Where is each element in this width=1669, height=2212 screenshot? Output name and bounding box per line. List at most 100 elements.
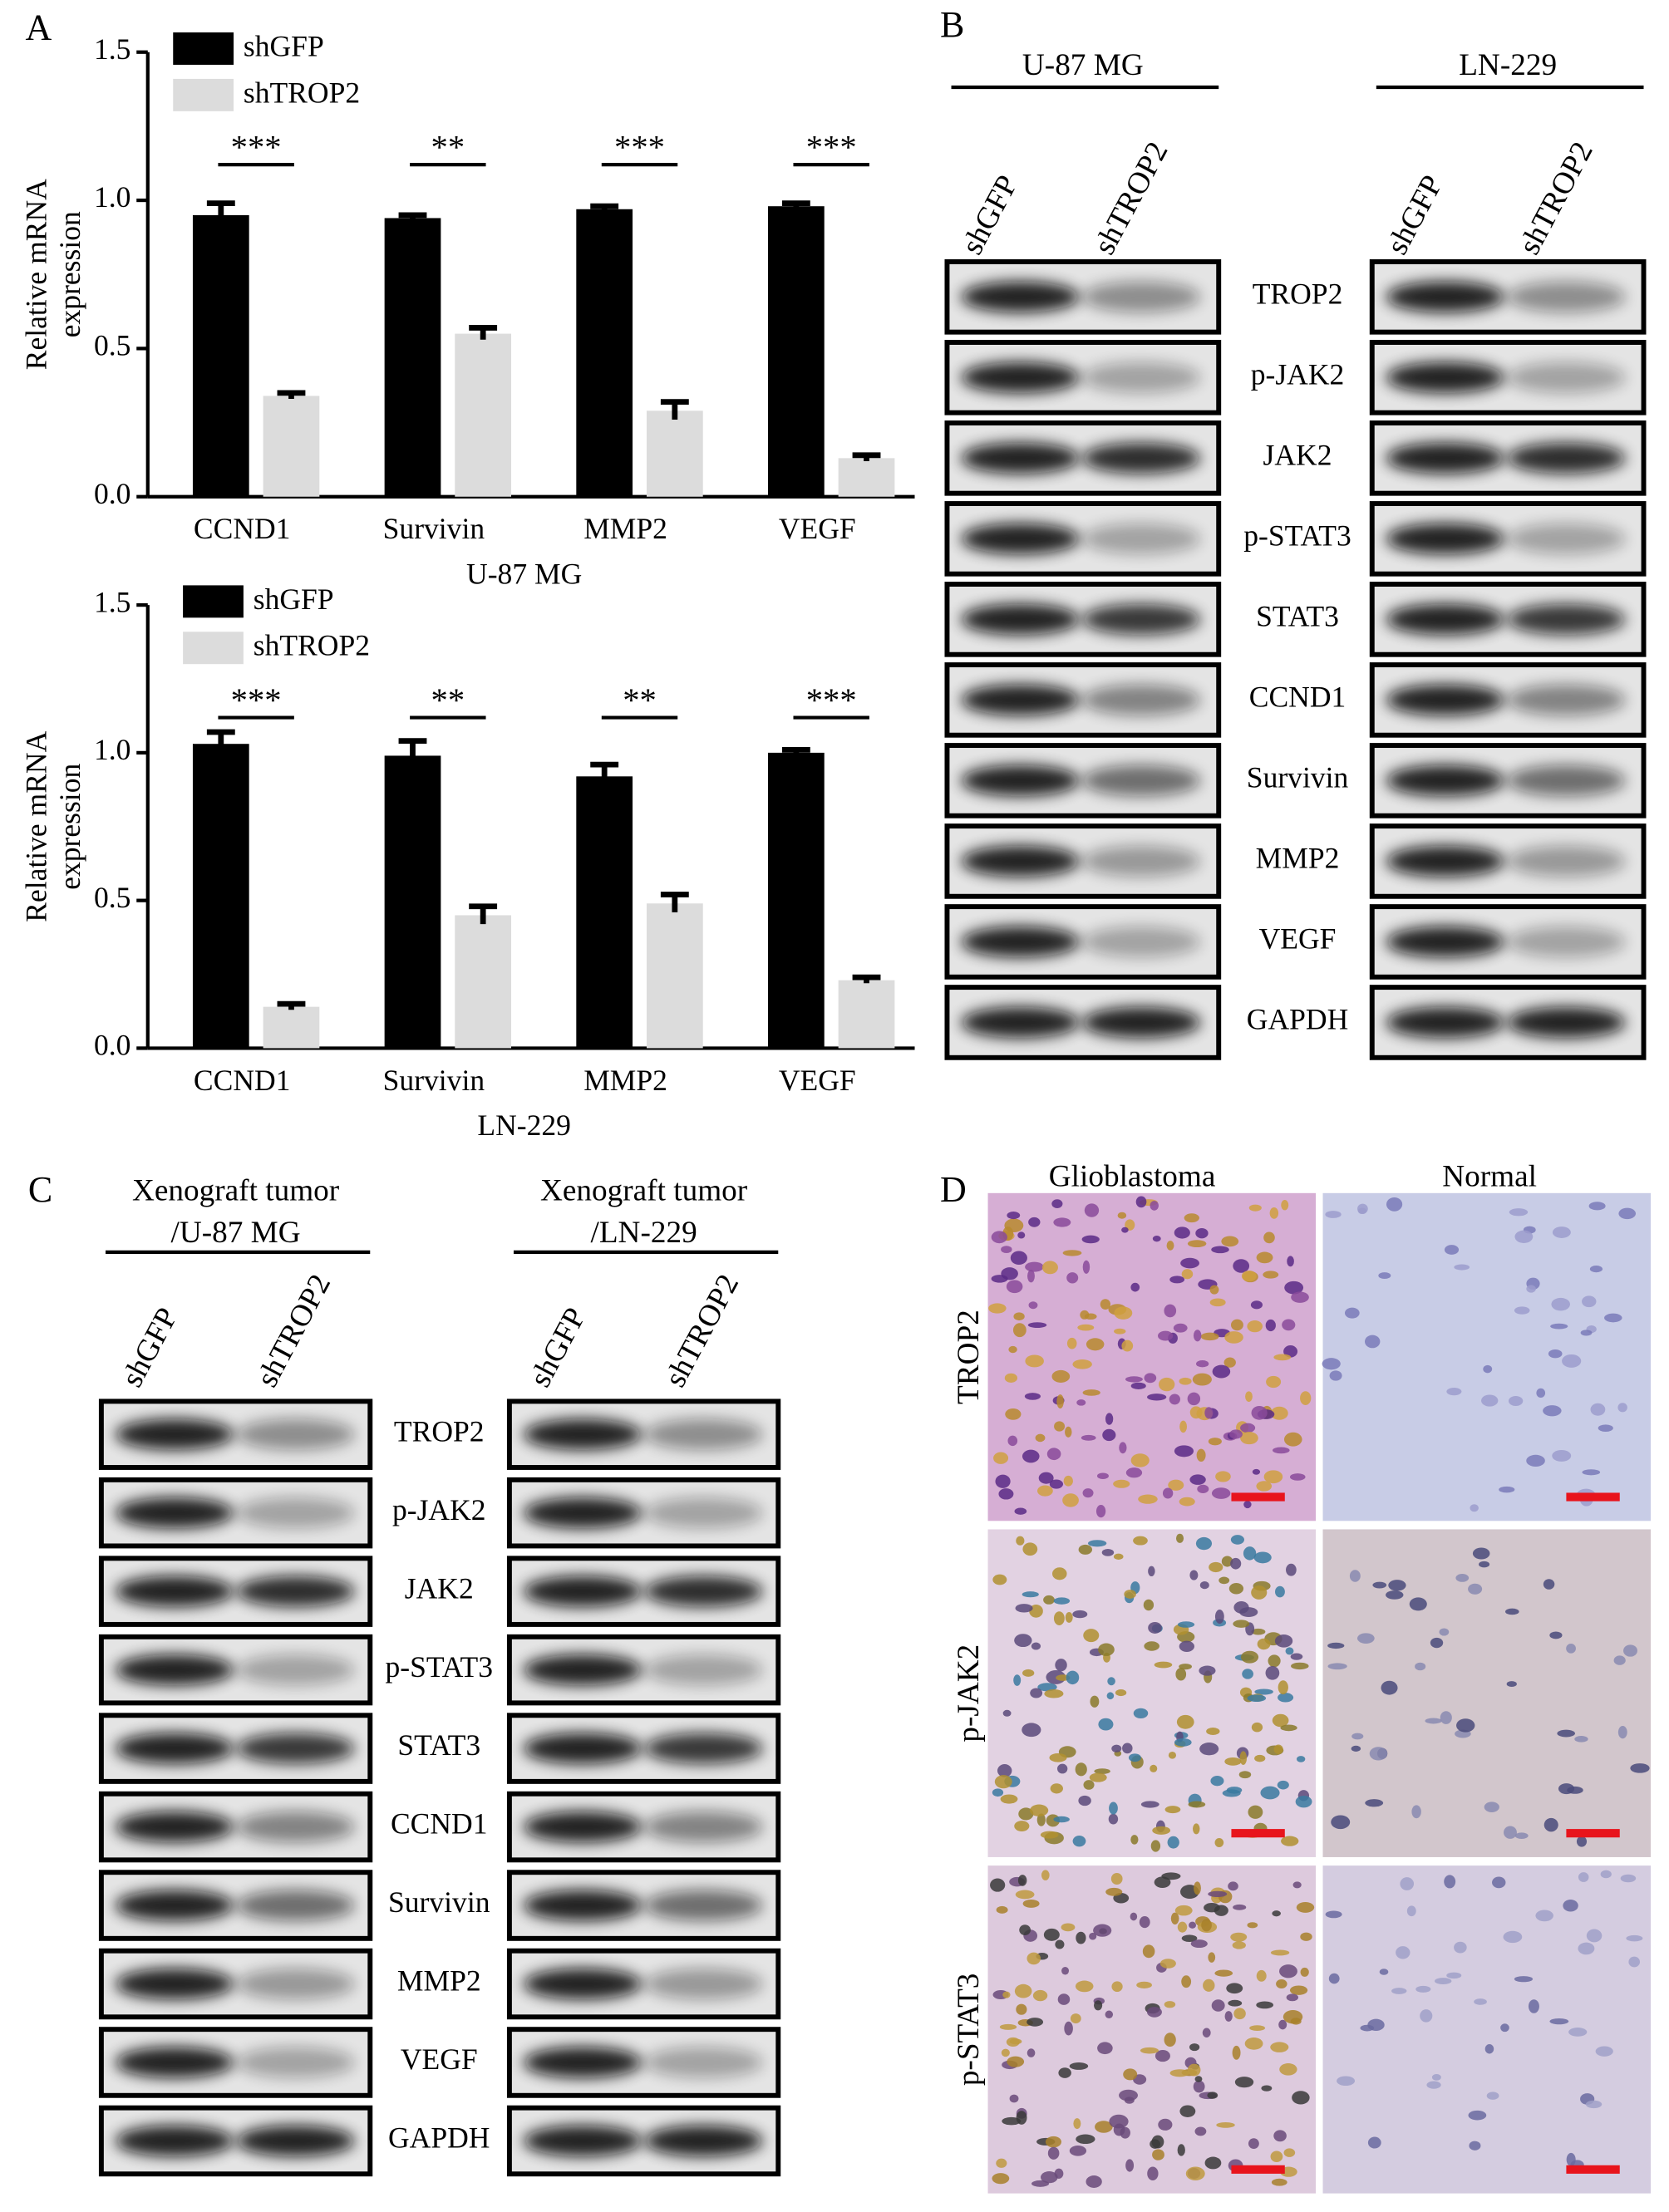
cell [1053,1816,1070,1823]
blot-band [961,1006,1080,1039]
cell [1514,1976,1534,1983]
cell [1028,1217,1041,1227]
blot-band [523,1811,642,1843]
cell [1292,2091,1310,2105]
cell [1239,1751,1248,1765]
cell [1586,1929,1603,1943]
cell [1528,1999,1539,2013]
cell [1169,2069,1190,2077]
error-bar [590,761,619,789]
cell [1179,1664,1192,1670]
cell [1256,1251,1273,1264]
cell [1552,1449,1572,1462]
cell [1234,2077,1254,2088]
cell [1322,1358,1341,1370]
cell [1378,1272,1391,1280]
cell [1604,1313,1622,1323]
cell [1188,1801,1206,1808]
cell [1010,1251,1027,1266]
y-tick-label: 0.5 [94,881,130,914]
x-axis-label: LN-229 [477,1108,571,1142]
cell [1094,2000,1103,2011]
cell [1159,1959,1176,1969]
cell [1270,2042,1289,2052]
cell [1446,1972,1462,1979]
cell [1562,1354,1582,1368]
cell [1194,1881,1201,1895]
cell [1093,1924,1112,1937]
cell [1082,1488,1094,1498]
cell [1022,1723,1041,1738]
cell [1300,1967,1309,1977]
cell [1055,1659,1067,1672]
cell [1232,1941,1246,1949]
cell [1069,2062,1089,2070]
cell [1265,1665,1280,1680]
blot-band [236,1811,355,1843]
blot-band [1386,1006,1504,1039]
cell [1386,1197,1403,1212]
protein-label: Survivin [388,1885,490,1919]
cell [1117,1212,1127,1219]
cell [1063,1475,1073,1487]
blot-band [1507,1006,1626,1039]
significance-label: *** [231,129,282,166]
bar [263,1006,320,1049]
cell [1351,1733,1364,1740]
cell [1328,1973,1340,1984]
cell [1286,1563,1297,1576]
cell [1251,1722,1263,1733]
cell [1409,1597,1427,1611]
error-bar [398,212,427,222]
blot-band [115,1890,234,1921]
cell [1144,1641,1159,1651]
cell [1119,1442,1127,1454]
cell [1238,1771,1252,1779]
cell [1082,1389,1100,1396]
lane-label: shGFP [115,1302,185,1393]
cell [1281,1200,1289,1211]
cell [1152,1826,1171,1835]
cell [1247,1922,1258,1929]
cell [1365,1799,1384,1807]
error-bar [781,746,810,756]
cell [1209,1298,1226,1307]
cell [1189,2043,1200,2052]
cell [1221,1556,1233,1567]
cell [1526,1285,1536,1293]
blot-band [644,1575,763,1607]
cell [1152,1236,1161,1242]
cell [1287,1256,1294,1267]
cell [1152,2149,1164,2160]
cell [1273,2130,1287,2142]
cell [1492,1876,1506,1889]
panel-label: B [940,4,964,45]
cell [1106,1692,1115,1700]
cell [1211,1999,1225,2012]
cell [1177,1621,1195,1628]
cell [1016,2003,1027,2015]
cell [1095,1504,1106,1518]
cell [1203,1979,1215,1992]
cell [1499,1486,1515,1493]
blot-band [1386,764,1504,797]
cell [1014,1821,1030,1832]
cell [1164,1304,1177,1318]
cell [1232,2045,1241,2060]
protein-label: JAK2 [1263,439,1332,472]
cell [1054,2168,1064,2179]
cell [1036,1813,1046,1826]
cell [1367,2136,1381,2149]
cell [992,1574,1007,1585]
legend-label: shGFP [244,29,324,62]
cell [1035,1433,1046,1443]
cell [1105,1413,1114,1425]
cell [1224,1331,1243,1344]
blot-band [1081,764,1201,797]
blot-band [1507,442,1626,474]
cell [1072,1359,1092,1369]
error-bar [781,200,810,209]
blot-group-label: U-87 MG [1022,48,1144,82]
cell [1031,2180,1050,2187]
